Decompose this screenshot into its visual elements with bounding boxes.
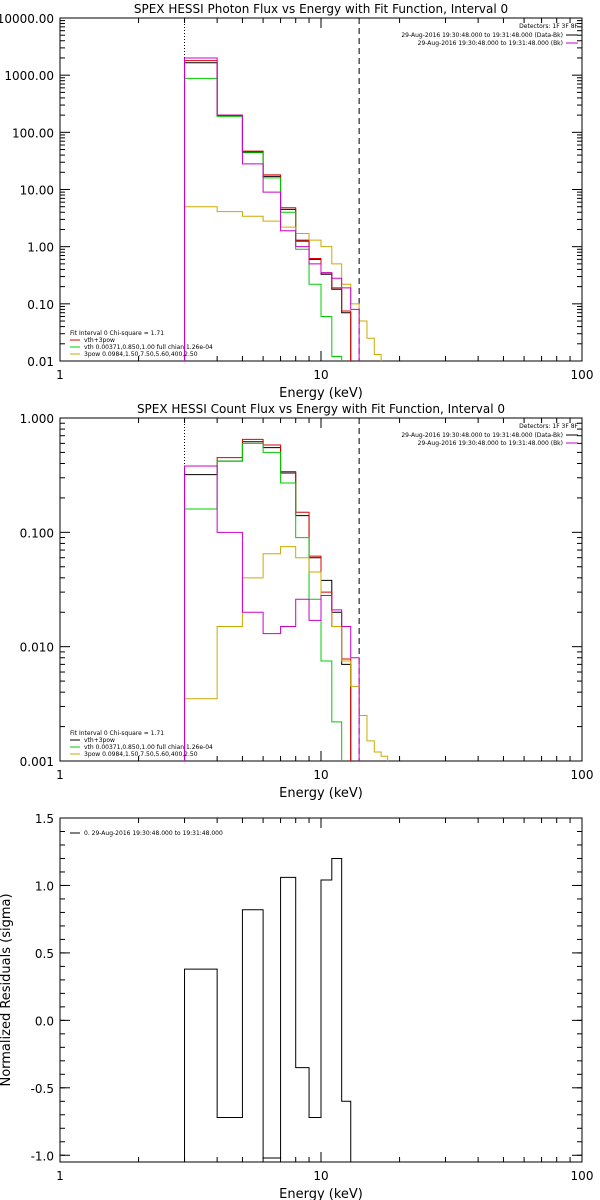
chart-title: SPEX HESSI Count Flux vs Energy with Fit… bbox=[137, 402, 505, 416]
x-tick-label: 10 bbox=[313, 368, 328, 382]
legend-item: 29-Aug-2016 19:30:48.000 to 19:31:48.000… bbox=[401, 432, 563, 439]
y-tick-label: 0.0 bbox=[35, 1014, 54, 1028]
x-tick-label: 1 bbox=[56, 1169, 64, 1183]
legend-header: Detectors: 1F 3F 8F bbox=[519, 423, 578, 430]
chart-title: SPEX HESSI Photon Flux vs Energy with Fi… bbox=[134, 2, 508, 16]
x-tick-label: 10 bbox=[313, 768, 328, 782]
series-line-3 bbox=[184, 77, 343, 361]
legend-item: 29-Aug-2016 19:30:48.000 to 19:31:48.000… bbox=[401, 32, 563, 39]
panel-3: 1 10 100 Energy (keV) -1.0 -0.5 0.0 0.5 1.0 1.5 No… bbox=[0, 812, 593, 1200]
y-tick-label: 100.00 bbox=[12, 126, 54, 140]
y-tick-label: 1.000 bbox=[20, 412, 54, 426]
y-tick-label: 1000.00 bbox=[4, 69, 54, 83]
y-tick-label: 0.010 bbox=[20, 641, 54, 655]
x-tick-label: 1 bbox=[56, 768, 64, 782]
legend-item: vth 0.00371,0.850,1.00 full chian 1.26e-… bbox=[84, 744, 213, 751]
series-line-3 bbox=[184, 442, 343, 761]
y-tick-label: 0.5 bbox=[35, 947, 54, 961]
series-line-5 bbox=[184, 465, 360, 761]
legend-item: 3pow 0.0984,1.50,7.50,5.60,400,2.50 bbox=[84, 351, 198, 358]
series-line-1 bbox=[184, 62, 352, 361]
y-tick-label: 0.001 bbox=[20, 755, 54, 769]
panel-1: SPEX HESSI Photon Flux vs Energy with Fi… bbox=[0, 2, 593, 401]
y-tick-label: 0.10 bbox=[27, 298, 54, 312]
x-tick-label: 1 bbox=[56, 368, 64, 382]
panel-2: SPEX HESSI Count Flux vs Energy with Fit… bbox=[20, 402, 594, 801]
legend-header: Detectors: 1F 3F 8F bbox=[519, 23, 578, 30]
y-tick-label: -0.5 bbox=[31, 1082, 54, 1096]
y-axis-label: Normalized Residuals (sigma) bbox=[0, 893, 14, 1086]
x-tick-label: 100 bbox=[571, 768, 594, 782]
series-line-2 bbox=[184, 438, 352, 761]
y-tick-label: 0.100 bbox=[20, 526, 54, 540]
legend-item: 29-Aug-2016 19:30:48.000 to 19:31:48.000… bbox=[418, 40, 563, 47]
legend-item: 3pow 0.0984,1.50,7.50,5.60,400,2.50 bbox=[84, 751, 198, 758]
x-axis-label: Energy (keV) bbox=[279, 386, 363, 401]
series-line-5 bbox=[184, 57, 360, 361]
series-line-4 bbox=[184, 546, 389, 761]
legend-item: vth+3pow bbox=[84, 337, 115, 344]
legend-item: 0. 29-Aug-2016 19:30:48.000 to 19:31:48.… bbox=[84, 830, 223, 837]
y-tick-label: 1.0 bbox=[35, 879, 54, 893]
series-line-1 bbox=[184, 857, 352, 1162]
legend-item: vth+3pow bbox=[84, 737, 115, 744]
y-tick-label: 10000.00 bbox=[0, 12, 54, 26]
y-tick-label: 1.5 bbox=[35, 812, 54, 826]
fit-legend-header: Fit Interval 0 Chi-square = 1.71 bbox=[70, 330, 164, 337]
y-tick-label: 1.00 bbox=[27, 241, 54, 255]
series-line-1 bbox=[184, 441, 352, 761]
fit-legend-header: Fit Interval 0 Chi-square = 1.71 bbox=[70, 730, 164, 737]
y-tick-label: 0.01 bbox=[27, 355, 54, 369]
plot-area bbox=[184, 57, 382, 361]
x-axis-label: Energy (keV) bbox=[279, 786, 363, 801]
y-tick-label: -1.0 bbox=[31, 1149, 54, 1163]
plot-area bbox=[184, 438, 389, 761]
plot-area bbox=[184, 857, 352, 1162]
x-tick-label: 100 bbox=[571, 368, 594, 382]
y-tick-label: 10.00 bbox=[20, 184, 54, 198]
legend-item: vth 0.00371,0.850,1.00 full chian 1.26e-… bbox=[84, 344, 213, 351]
series-line-4 bbox=[184, 206, 382, 361]
x-axis-label: Energy (keV) bbox=[279, 1187, 363, 1200]
x-tick-label: 10 bbox=[313, 1169, 328, 1183]
x-tick-label: 100 bbox=[571, 1169, 594, 1183]
legend-item: 29-Aug-2016 19:30:48.000 to 19:31:48.000… bbox=[418, 440, 563, 447]
